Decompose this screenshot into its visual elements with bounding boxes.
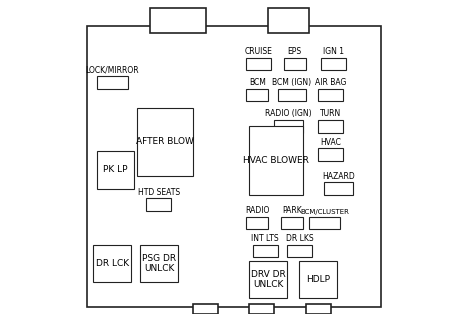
Text: DR LCK: DR LCK bbox=[96, 259, 128, 268]
Bar bbox=[281, 217, 302, 229]
Bar bbox=[287, 245, 312, 257]
Bar bbox=[318, 89, 343, 101]
Bar bbox=[246, 217, 268, 229]
Bar bbox=[140, 245, 178, 282]
Bar bbox=[324, 182, 353, 195]
Bar bbox=[306, 304, 331, 314]
Text: CRUISE: CRUISE bbox=[245, 47, 273, 56]
Bar bbox=[274, 120, 302, 133]
Bar bbox=[97, 76, 128, 89]
Text: HVAC BLOWER: HVAC BLOWER bbox=[243, 156, 309, 165]
Bar bbox=[309, 217, 340, 229]
Text: AFTER BLOW: AFTER BLOW bbox=[136, 137, 194, 146]
Bar bbox=[137, 107, 193, 176]
Bar bbox=[249, 304, 274, 314]
Bar bbox=[193, 304, 218, 314]
Text: HVAC: HVAC bbox=[320, 138, 341, 146]
Text: LOCK/MIRROR: LOCK/MIRROR bbox=[85, 66, 139, 75]
Bar bbox=[146, 198, 172, 211]
Bar bbox=[246, 58, 271, 70]
Bar bbox=[246, 89, 268, 101]
Text: BCM/CLUSTER: BCM/CLUSTER bbox=[300, 209, 349, 215]
Bar bbox=[284, 58, 306, 70]
Text: TURN: TURN bbox=[320, 110, 341, 118]
Text: EPS: EPS bbox=[288, 47, 302, 56]
Text: INT LTS: INT LTS bbox=[251, 234, 279, 243]
Text: IGN 1: IGN 1 bbox=[323, 47, 344, 56]
Text: HTD SEATS: HTD SEATS bbox=[138, 187, 180, 197]
Text: PSG DR
UNLCK: PSG DR UNLCK bbox=[142, 254, 176, 273]
Bar bbox=[318, 148, 343, 161]
Text: BCM (IGN): BCM (IGN) bbox=[272, 78, 311, 87]
Bar bbox=[249, 126, 302, 195]
Bar bbox=[249, 261, 287, 298]
Bar bbox=[93, 245, 131, 282]
Bar bbox=[97, 151, 134, 189]
Text: RADIO: RADIO bbox=[245, 206, 270, 215]
Bar bbox=[318, 120, 343, 133]
Bar bbox=[253, 245, 278, 257]
Bar bbox=[300, 261, 337, 298]
Text: AIR BAG: AIR BAG bbox=[315, 78, 346, 87]
Text: DR LKS: DR LKS bbox=[286, 234, 313, 243]
Bar bbox=[150, 8, 206, 33]
Text: RADIO (IGN): RADIO (IGN) bbox=[265, 110, 312, 118]
Text: PARK: PARK bbox=[282, 206, 301, 215]
Text: DRV DR
UNLCK: DRV DR UNLCK bbox=[251, 270, 286, 289]
Bar bbox=[278, 89, 306, 101]
Text: HAZARD: HAZARD bbox=[322, 172, 355, 181]
Text: PK LP: PK LP bbox=[103, 165, 128, 175]
Text: BCM: BCM bbox=[249, 78, 266, 87]
Bar bbox=[321, 58, 346, 70]
Text: HDLP: HDLP bbox=[306, 275, 330, 284]
Bar bbox=[268, 8, 309, 33]
